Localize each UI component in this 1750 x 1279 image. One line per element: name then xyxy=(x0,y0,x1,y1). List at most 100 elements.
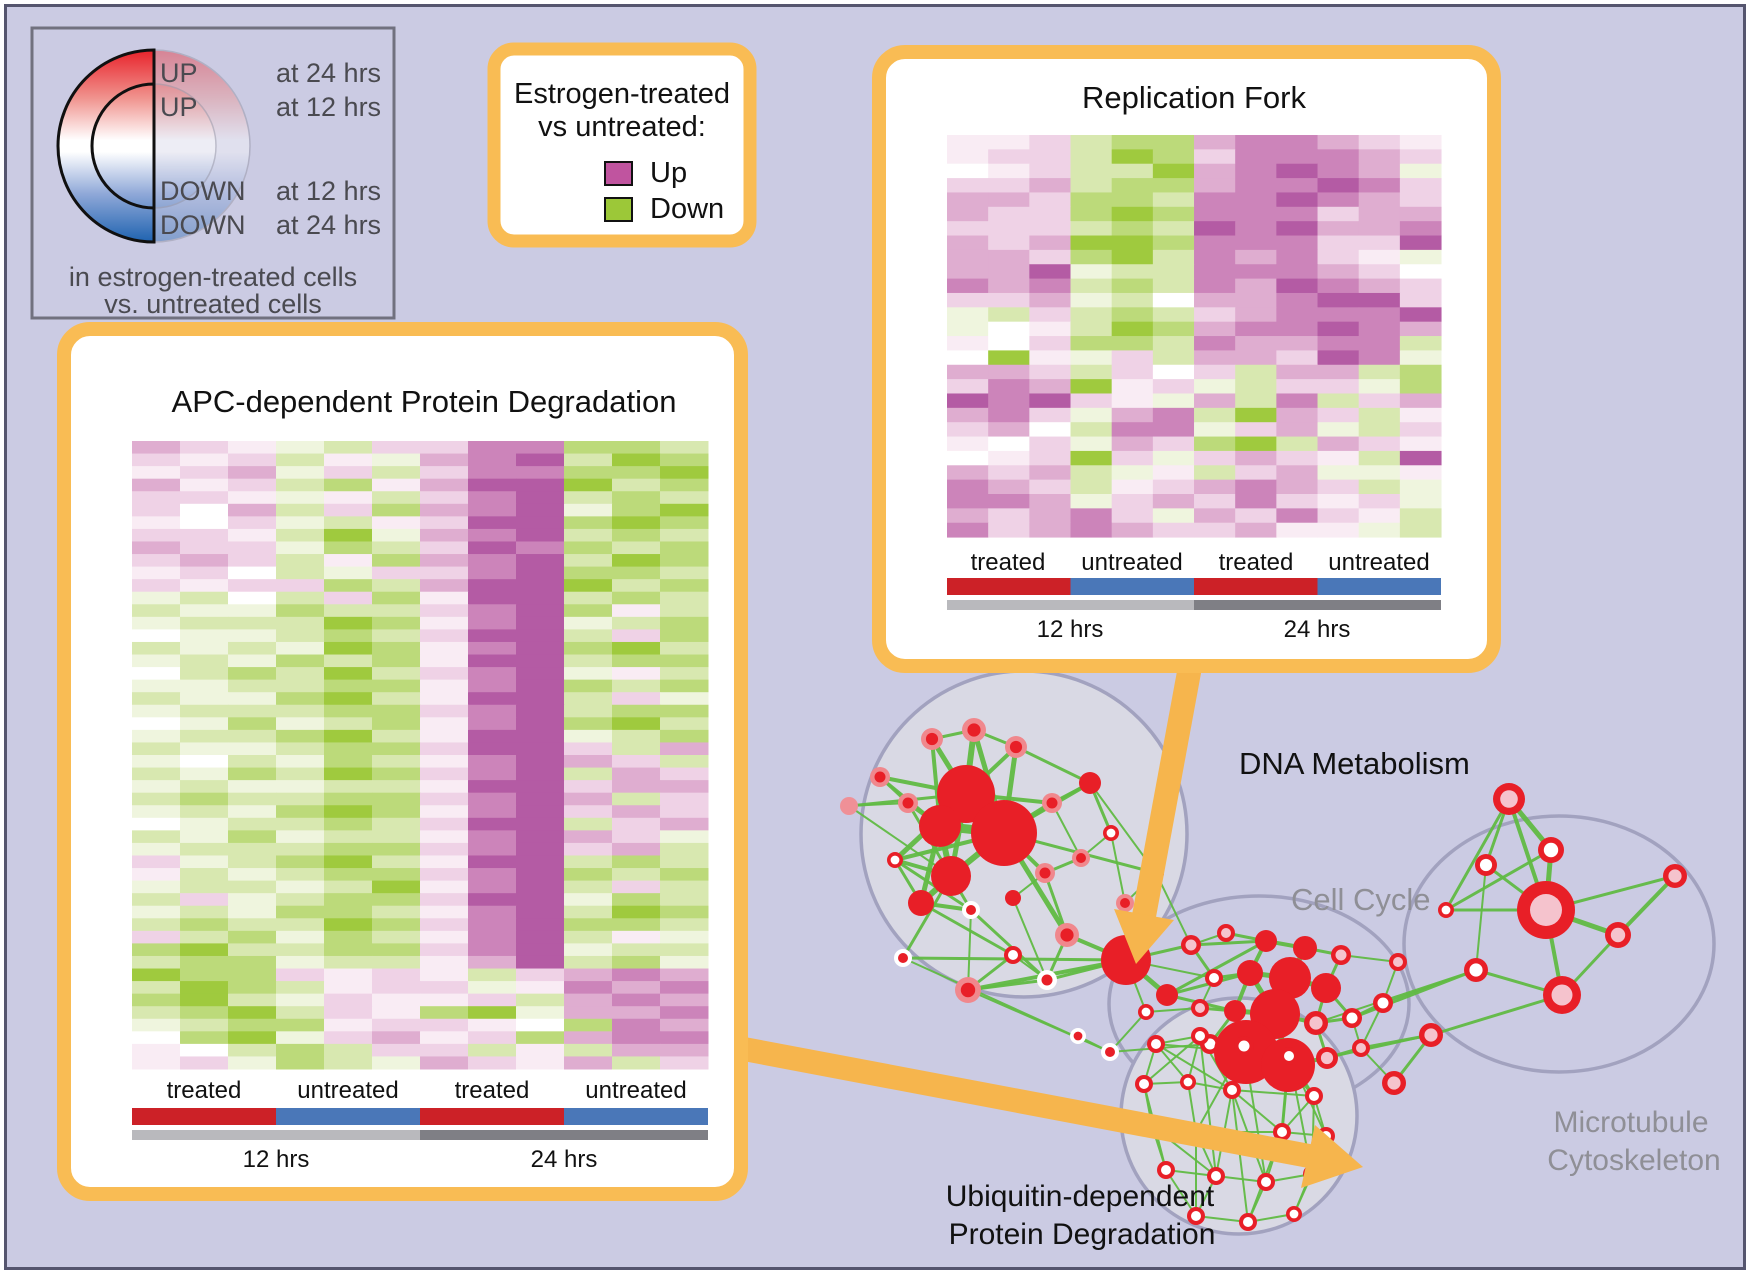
heatmap-cell xyxy=(1235,465,1277,481)
heatmap-cell xyxy=(660,1006,709,1020)
network-node xyxy=(908,890,934,916)
heatmap-cell xyxy=(988,249,1030,265)
heatmap-cell xyxy=(180,905,229,919)
heatmap-cell xyxy=(1235,336,1277,351)
heatmap-cell xyxy=(516,616,565,630)
network-node xyxy=(1305,1087,1323,1105)
heatmap-cell xyxy=(1152,192,1195,208)
heatmap-cell xyxy=(988,192,1030,208)
heatmap-cell xyxy=(564,792,613,806)
heatmap-cell xyxy=(1276,278,1319,294)
heatmap-cell xyxy=(468,591,517,605)
heatmap-cell xyxy=(324,993,373,1007)
heatmap-cell xyxy=(132,503,181,517)
heatmap-cell xyxy=(228,742,277,756)
heatmap-cell xyxy=(1152,221,1195,237)
heatmap-cell xyxy=(516,667,565,681)
heatmap-cell xyxy=(1070,393,1113,409)
heatmap-cell xyxy=(324,842,373,856)
heatmap-cell xyxy=(420,955,469,970)
heatmap-cell xyxy=(564,717,613,731)
heatmap-cell xyxy=(468,981,517,995)
heatmap-cell xyxy=(228,466,277,480)
heatmap-cell xyxy=(372,755,421,769)
heatmap-cell xyxy=(1276,336,1319,351)
heatmap-cell xyxy=(660,880,709,894)
heatmap-cell xyxy=(276,491,325,505)
heatmap-cell xyxy=(564,955,613,970)
heatmap-cell xyxy=(228,955,277,970)
heatmap-cell xyxy=(516,453,565,467)
heatmap-cell xyxy=(372,541,421,555)
heatmap-cell xyxy=(276,830,325,844)
arrow-rf-to-dna-icon xyxy=(1114,653,1204,964)
heatmap-cell xyxy=(564,842,613,856)
heatmap-cell xyxy=(372,729,421,743)
heatmap-cell xyxy=(180,667,229,681)
heatmap-cell xyxy=(372,918,421,932)
heatmap-cell xyxy=(180,918,229,932)
heatmap-cell xyxy=(564,478,613,492)
heatmap-cell xyxy=(612,604,661,618)
heatmap-cell xyxy=(988,436,1030,452)
heatmap-cell xyxy=(1235,393,1277,409)
heatmap-cell xyxy=(228,1056,277,1070)
heatmap-cell xyxy=(372,616,421,630)
heatmap-cell xyxy=(1235,350,1277,366)
heatmap-cell xyxy=(516,516,565,530)
heatmap-cell xyxy=(228,478,277,492)
heatmap-cell xyxy=(1276,479,1319,495)
heatmap-cell xyxy=(1317,178,1360,193)
heatmap-cell xyxy=(564,993,613,1007)
heatmap-cell xyxy=(1358,192,1401,208)
heatmap-cell xyxy=(564,780,613,794)
heatmap-cell xyxy=(516,478,565,492)
heatmap-cell xyxy=(516,491,565,505)
heatmap-cell xyxy=(1152,436,1195,452)
heatmap-cell xyxy=(1029,206,1072,222)
heatmap-cell xyxy=(947,206,989,222)
heatmap-cell xyxy=(1029,292,1072,308)
heatmap-cell xyxy=(132,528,181,542)
heatmap-cell xyxy=(324,541,373,555)
heatmap-cell xyxy=(468,842,517,856)
heatmap-cell xyxy=(228,805,277,819)
heatmap-cell xyxy=(1235,235,1277,251)
heatmap-cell xyxy=(468,767,517,781)
heatmap-cell xyxy=(516,591,565,605)
heatmap-cell xyxy=(132,1043,181,1057)
heatmap-cell xyxy=(228,880,277,894)
heatmap-cell xyxy=(660,541,709,555)
heatmap-cell xyxy=(660,767,709,781)
heatmap-cell xyxy=(180,1006,229,1020)
heatmap-cell xyxy=(420,692,469,706)
heatmap-cell xyxy=(988,178,1030,193)
heatmap-cell xyxy=(1029,350,1072,366)
heatmap-cell xyxy=(1070,407,1113,423)
heatmap-cell xyxy=(1235,149,1277,165)
network-edge xyxy=(1231,1089,1283,1133)
heatmap-cell xyxy=(988,163,1030,179)
heatmap-cell xyxy=(132,842,181,856)
heatmap-cell xyxy=(132,918,181,932)
heatmap-cell xyxy=(324,729,373,743)
heatmap-cell xyxy=(1111,508,1154,524)
heatmap-cell xyxy=(1194,450,1236,466)
heatmap-cell xyxy=(1111,264,1154,280)
heatmap-cell xyxy=(1029,379,1072,394)
heatmap-cell xyxy=(660,842,709,856)
heatmap-cell xyxy=(468,441,517,455)
heatmap-cell xyxy=(660,830,709,844)
heatmap-cell xyxy=(1029,221,1072,237)
heatmap-cell xyxy=(276,667,325,681)
heatmap-cell xyxy=(276,516,325,530)
heatmap-cell xyxy=(324,918,373,932)
heatmap-cell xyxy=(132,755,181,769)
heatmap-cell xyxy=(612,968,661,982)
heatmap-cell xyxy=(468,918,517,932)
heatmap-cell xyxy=(1194,393,1236,409)
heatmap-cell xyxy=(228,1006,277,1020)
heatmap-cell xyxy=(228,1018,277,1032)
heatmap-cell xyxy=(1358,364,1401,380)
heatmap-cell xyxy=(564,591,613,605)
